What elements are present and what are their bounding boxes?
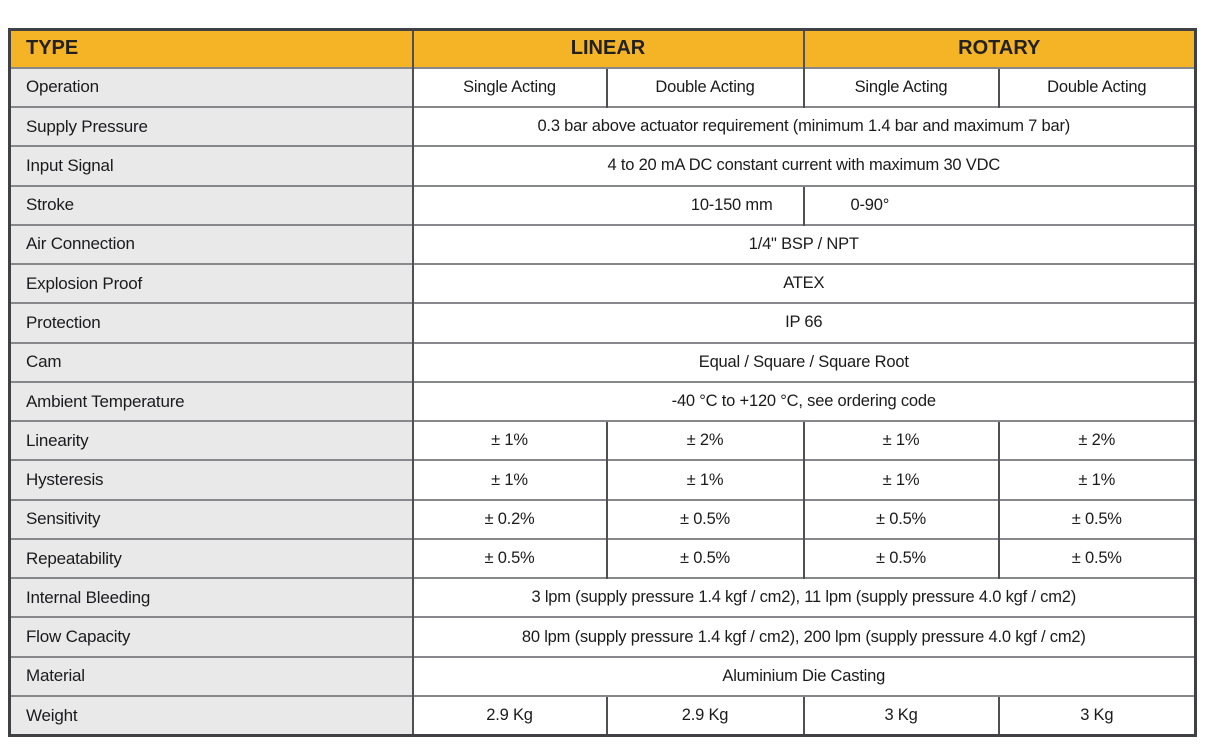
spec-value-cell: ± 0.5% — [605, 537, 804, 579]
specification-table: TYPE LINEAR ROTARY Operation Single Acti… — [8, 28, 1198, 737]
spec-value-cell: ± 0.5% — [411, 537, 607, 579]
spec-value-cell: Aluminium Die Casting — [411, 655, 1196, 697]
spec-value-cell: Double Acting — [997, 66, 1196, 108]
row-operation: Operation Single Acting Double Acting Si… — [8, 66, 1196, 108]
spec-value-cell: Single Acting — [411, 66, 607, 108]
row-label: Repeatability — [8, 537, 413, 579]
row-protection: Protection IP 66 — [8, 302, 1196, 343]
spec-value-cell: Single Acting — [802, 66, 999, 108]
spec-value-cell: ± 2% — [997, 420, 1196, 461]
row-input-signal: Input Signal 4 to 20 mA DC constant curr… — [8, 145, 1196, 186]
spec-value-cell: 4 to 20 mA DC constant current with maxi… — [411, 145, 1196, 186]
row-hysteresis: Hysteresis ± 1% ± 1% ± 1% ± 1% — [8, 459, 1196, 500]
spec-value-cell: ± 0.5% — [802, 537, 999, 579]
spec-value-cell-linear: 10-150 mm — [411, 184, 804, 225]
spec-value-cell: 3 Kg — [802, 695, 999, 736]
row-material: Material Aluminium Die Casting — [8, 655, 1196, 697]
row-weight: Weight 2.9 Kg 2.9 Kg 3 Kg 3 Kg — [8, 695, 1196, 736]
spec-value-cell: 0.3 bar above actuator requirement (mini… — [411, 106, 1196, 147]
spec-value-cell: ± 1% — [802, 420, 999, 461]
spec-value-cell: ATEX — [411, 263, 1196, 304]
row-ambient-temperature: Ambient Temperature -40 °C to +120 °C, s… — [8, 380, 1196, 422]
spec-value-cell: -40 °C to +120 °C, see ordering code — [411, 380, 1196, 422]
spec-value-cell: ± 2% — [605, 420, 804, 461]
row-label: Hysteresis — [8, 459, 413, 500]
spec-value-cell: ± 1% — [411, 459, 607, 500]
header-type: TYPE — [8, 28, 413, 68]
spec-value-cell: ± 1% — [997, 459, 1196, 500]
row-label: Sensitivity — [8, 498, 413, 539]
spec-value-cell: ± 0.5% — [997, 498, 1196, 539]
row-explosion-proof: Explosion Proof ATEX — [8, 263, 1196, 304]
spec-value-cell: 1/4" BSP / NPT — [411, 223, 1196, 265]
row-air-connection: Air Connection 1/4" BSP / NPT — [8, 223, 1196, 265]
header-linear: LINEAR — [411, 28, 804, 68]
row-supply-pressure: Supply Pressure 0.3 bar above actuator r… — [8, 106, 1196, 147]
spec-value-cell-rotary: 0-90° — [802, 184, 1196, 225]
row-label: Operation — [8, 66, 413, 108]
row-internal-bleeding: Internal Bleeding 3 lpm (supply pressure… — [8, 577, 1196, 618]
row-repeatability: Repeatability ± 0.5% ± 0.5% ± 0.5% ± 0.5… — [8, 537, 1196, 579]
table-header-row: TYPE LINEAR ROTARY — [8, 28, 1196, 68]
spec-value-cell: ± 0.5% — [802, 498, 999, 539]
row-label: Air Connection — [8, 223, 413, 265]
spec-value-cell: 2.9 Kg — [411, 695, 607, 736]
spec-value-cell: 3 lpm (supply pressure 1.4 kgf / cm2), 1… — [411, 577, 1196, 618]
spec-value-cell: 3 Kg — [997, 695, 1196, 736]
spec-value-cell: Equal / Square / Square Root — [411, 341, 1196, 382]
spec-value-cell: ± 0.5% — [997, 537, 1196, 579]
row-label: Material — [8, 655, 413, 697]
row-label: Flow Capacity — [8, 616, 413, 657]
spec-value-cell: IP 66 — [411, 302, 1196, 343]
row-label: Ambient Temperature — [8, 380, 413, 422]
row-cam: Cam Equal / Square / Square Root — [8, 341, 1196, 382]
row-flow-capacity: Flow Capacity 80 lpm (supply pressure 1.… — [8, 616, 1196, 657]
row-label: Explosion Proof — [8, 263, 413, 304]
spec-value-cell: ± 1% — [411, 420, 607, 461]
row-label: Protection — [8, 302, 413, 343]
row-label: Supply Pressure — [8, 106, 413, 147]
row-linearity: Linearity ± 1% ± 2% ± 1% ± 2% — [8, 420, 1196, 461]
spec-value-cell: ± 1% — [605, 459, 804, 500]
row-stroke: Stroke 10-150 mm 0-90° — [8, 184, 1196, 225]
spec-value-cell: 80 lpm (supply pressure 1.4 kgf / cm2), … — [411, 616, 1196, 657]
row-label: Internal Bleeding — [8, 577, 413, 618]
spec-value-cell: 2.9 Kg — [605, 695, 804, 736]
row-label: Weight — [8, 695, 413, 736]
spec-value-cell: ± 0.5% — [605, 498, 804, 539]
header-rotary: ROTARY — [802, 28, 1196, 68]
row-label: Linearity — [8, 420, 413, 461]
row-label: Cam — [8, 341, 413, 382]
spec-value-cell: Double Acting — [605, 66, 804, 108]
row-label: Input Signal — [8, 145, 413, 186]
spec-value-cell: ± 0.2% — [411, 498, 607, 539]
row-label: Stroke — [8, 184, 413, 225]
spec-value-cell: ± 1% — [802, 459, 999, 500]
row-sensitivity: Sensitivity ± 0.2% ± 0.5% ± 0.5% ± 0.5% — [8, 498, 1196, 539]
